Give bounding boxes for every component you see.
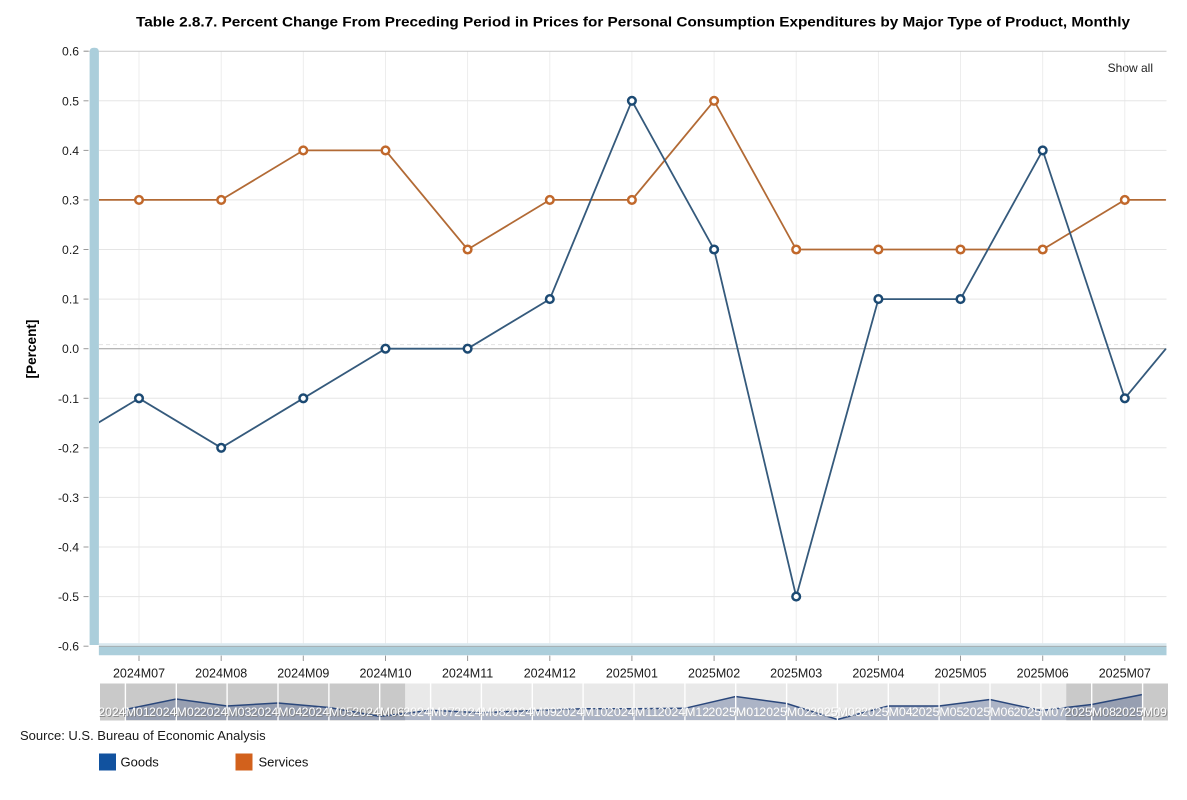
svg-text:2025M05: 2025M05 — [912, 705, 964, 719]
svg-text:[Percent]: [Percent] — [24, 320, 39, 379]
svg-text:2025M06: 2025M06 — [963, 705, 1015, 719]
svg-text:Table 2.8.7. Percent Change Fr: Table 2.8.7. Percent Change From Precedi… — [136, 15, 1130, 30]
svg-text:2025M03: 2025M03 — [811, 706, 863, 720]
svg-text:2025M06: 2025M06 — [1017, 667, 1069, 681]
svg-text:-0.4: -0.4 — [58, 541, 79, 555]
svg-text:2025M05: 2025M05 — [934, 667, 986, 681]
svg-text:2024M10: 2024M10 — [557, 706, 609, 720]
svg-text:2024M02: 2024M02 — [149, 705, 201, 719]
svg-text:2025M08: 2025M08 — [1065, 706, 1117, 720]
svg-text:2024M12: 2024M12 — [524, 667, 576, 681]
svg-text:2024M01: 2024M01 — [99, 706, 151, 720]
svg-text:2024M03: 2024M03 — [201, 706, 253, 720]
svg-text:2025M04: 2025M04 — [862, 706, 914, 720]
svg-text:2025M07: 2025M07 — [1015, 706, 1067, 720]
svg-text:2025M03: 2025M03 — [770, 667, 822, 681]
svg-text:2025M04: 2025M04 — [852, 667, 904, 681]
svg-text:0.6: 0.6 — [62, 45, 79, 59]
svg-text:2024M09: 2024M09 — [505, 705, 557, 719]
svg-text:0.1: 0.1 — [62, 293, 79, 307]
svg-text:2024M09: 2024M09 — [277, 667, 329, 681]
svg-text:Services: Services — [259, 755, 309, 770]
svg-text:2024M04: 2024M04 — [251, 705, 303, 719]
svg-text:2024M02: 2024M02 — [150, 706, 202, 720]
svg-text:2025M08: 2025M08 — [1064, 705, 1116, 719]
svg-text:2024M08: 2024M08 — [454, 705, 506, 719]
svg-text:2024M07: 2024M07 — [113, 667, 165, 681]
svg-text:2024M12: 2024M12 — [659, 706, 711, 720]
svg-text:2024M01: 2024M01 — [98, 705, 150, 719]
svg-text:2025M02: 2025M02 — [759, 705, 811, 719]
svg-text:0.3: 0.3 — [62, 193, 79, 207]
svg-text:2025M05: 2025M05 — [913, 706, 965, 720]
svg-text:2025M03: 2025M03 — [810, 705, 862, 719]
svg-text:2025M09: 2025M09 — [1116, 706, 1168, 720]
svg-text:0.4: 0.4 — [62, 144, 79, 158]
svg-text:2025M01: 2025M01 — [606, 667, 658, 681]
svg-text:-0.2: -0.2 — [58, 441, 79, 455]
svg-text:2024M08: 2024M08 — [455, 706, 507, 720]
svg-text:2024M06: 2024M06 — [353, 706, 405, 720]
svg-text:Source: U.S. Bureau of Economi: Source: U.S. Bureau of Economic Analysis — [20, 728, 266, 743]
svg-text:2024M11: 2024M11 — [608, 706, 660, 720]
svg-text:Goods: Goods — [121, 755, 160, 770]
svg-text:2024M04: 2024M04 — [252, 706, 304, 720]
svg-text:2024M05: 2024M05 — [303, 706, 355, 720]
svg-text:2024M05: 2024M05 — [302, 705, 354, 719]
svg-text:2025M07: 2025M07 — [1014, 705, 1066, 719]
svg-text:Show all: Show all — [1108, 61, 1153, 75]
svg-text:2024M10: 2024M10 — [359, 667, 411, 681]
svg-text:2024M11: 2024M11 — [442, 667, 493, 681]
svg-text:2024M07: 2024M07 — [404, 706, 456, 720]
svg-text:2025M07: 2025M07 — [1099, 667, 1151, 681]
svg-text:0.0: 0.0 — [62, 342, 79, 356]
svg-text:2024M09: 2024M09 — [506, 706, 558, 720]
svg-text:2025M02: 2025M02 — [688, 667, 740, 681]
svg-text:2025M06: 2025M06 — [964, 706, 1016, 720]
svg-text:2024M12: 2024M12 — [658, 705, 710, 719]
svg-text:-0.5: -0.5 — [58, 590, 79, 604]
svg-text:2025M01: 2025M01 — [708, 705, 760, 719]
svg-text:0.2: 0.2 — [62, 243, 79, 257]
svg-text:2024M10: 2024M10 — [556, 705, 608, 719]
svg-text:2024M06: 2024M06 — [352, 705, 404, 719]
svg-text:2024M03: 2024M03 — [200, 705, 252, 719]
svg-text:2024M08: 2024M08 — [195, 667, 247, 681]
svg-text:2025M09: 2025M09 — [1115, 705, 1167, 719]
svg-text:-0.6: -0.6 — [58, 640, 79, 654]
svg-text:2025M01: 2025M01 — [709, 706, 761, 720]
svg-text:2025M02: 2025M02 — [760, 706, 812, 720]
svg-text:-0.1: -0.1 — [58, 392, 79, 406]
svg-text:2024M07: 2024M07 — [403, 705, 455, 719]
svg-text:2025M04: 2025M04 — [861, 705, 913, 719]
svg-text:-0.3: -0.3 — [58, 491, 79, 505]
svg-text:0.5: 0.5 — [62, 94, 79, 108]
svg-text:2024M11: 2024M11 — [607, 705, 659, 719]
